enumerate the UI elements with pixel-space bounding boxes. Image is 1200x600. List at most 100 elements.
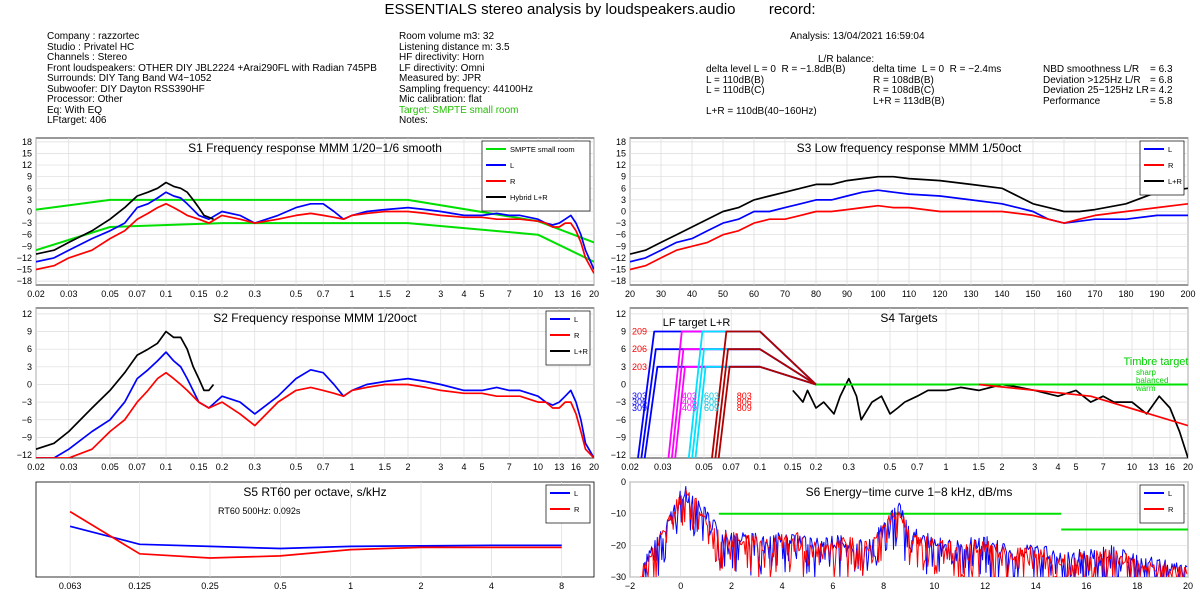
x-tick-label: 50 bbox=[718, 289, 728, 299]
x-tick-label: 10 bbox=[1127, 462, 1137, 472]
y-tick-label: 0 bbox=[621, 207, 626, 217]
x-tick-label: 20 bbox=[1183, 581, 1193, 591]
info-col2-line: HF directivity: Horn bbox=[399, 52, 485, 63]
metric-value-line: = 6.3 bbox=[1150, 64, 1173, 75]
target-code: 406 bbox=[682, 397, 697, 407]
lr-balance-title: L/R balance: bbox=[818, 54, 875, 65]
x-tick-label: 5 bbox=[1074, 462, 1079, 472]
y-tick-label: 0 bbox=[621, 379, 626, 389]
x-tick-label: 10 bbox=[929, 581, 939, 591]
x-tick-label: 16 bbox=[571, 462, 581, 472]
timbre-sub-label: warm bbox=[1135, 384, 1156, 393]
x-tick-label: 1 bbox=[350, 462, 355, 472]
x-tick-label: 2 bbox=[729, 581, 734, 591]
x-tick-label: 120 bbox=[932, 289, 947, 299]
x-tick-label: 1.5 bbox=[379, 462, 392, 472]
y-tick-label: 15 bbox=[616, 148, 626, 158]
chart-title: S6 Energy−time curve 1−8 kHz, dB/ms bbox=[806, 485, 1013, 499]
y-tick-label: −18 bbox=[611, 276, 626, 286]
series-r bbox=[640, 489, 1188, 577]
metrics-values: = 6.3 = 6.8 = 4.2 = 5.8 bbox=[1150, 64, 1173, 107]
y-tick-label: −12 bbox=[17, 253, 32, 263]
y-tick-label: −18 bbox=[17, 276, 32, 286]
x-tick-label: 0.3 bbox=[248, 462, 261, 472]
y-tick-label: −3 bbox=[616, 397, 626, 407]
x-tick-label: 0.03 bbox=[654, 462, 672, 472]
info-col1-line: Eq: With EQ bbox=[47, 104, 103, 116]
info-col1-line: Channels : Stereo bbox=[47, 52, 128, 63]
plot-area bbox=[640, 486, 1188, 577]
y-tick-label: −9 bbox=[616, 432, 626, 442]
x-tick-label: 7 bbox=[1101, 462, 1106, 472]
target-code: 309 bbox=[632, 403, 647, 413]
target-code: 209 bbox=[632, 327, 647, 337]
chart-s1: 0.02 0.03 0.05 0.07 0.1 0.15 0.2 0.3 0.5 0.7 1 1.5 2… bbox=[17, 137, 599, 299]
legend-entry: Hybrid L+R bbox=[510, 193, 548, 202]
x-tick-label: 0.05 bbox=[101, 462, 119, 472]
lr-col1-line: L = 110dB(C) bbox=[706, 85, 765, 96]
target-code: 606 bbox=[704, 397, 719, 407]
info-col1-line: LFtarget: 406 bbox=[47, 115, 107, 126]
x-tick-label: 4 bbox=[1055, 462, 1060, 472]
timbre-sub-label: sharp bbox=[1136, 368, 1157, 377]
target-code: 809 bbox=[737, 403, 752, 413]
y-tick-label: −3 bbox=[22, 218, 32, 228]
x-tick-label: 100 bbox=[870, 289, 885, 299]
y-tick-label: 0 bbox=[621, 477, 626, 487]
series-r bbox=[36, 202, 594, 274]
lr-col2-line: R = 108dB(B) bbox=[873, 74, 934, 86]
legend-entry: L+R bbox=[1168, 177, 1183, 186]
info-col2-line: Room volume m3: 32 bbox=[399, 31, 495, 42]
x-tick-label: 18 bbox=[1132, 581, 1142, 591]
x-tick-label: 0.03 bbox=[60, 462, 78, 472]
x-tick-label: 60 bbox=[749, 289, 759, 299]
info-col2-line: Target: SMPTE small room bbox=[399, 104, 519, 116]
x-tick-label: 170 bbox=[1087, 289, 1102, 299]
y-tick-label: 6 bbox=[621, 344, 626, 354]
x-tick-label: 0.02 bbox=[621, 462, 639, 472]
target-code: 609 bbox=[704, 403, 719, 413]
x-tick-label: 4 bbox=[461, 462, 466, 472]
lf-target-line bbox=[711, 330, 817, 458]
y-tick-label: −10 bbox=[611, 509, 626, 519]
x-tick-label: −2 bbox=[625, 581, 635, 591]
chart-note: RT60 500Hz: 0.092s bbox=[218, 506, 301, 516]
legend-entry: R bbox=[574, 505, 580, 514]
target-code: 803 bbox=[737, 391, 752, 401]
info-col1: Company : razzortec Studio : Privatel HC C… bbox=[47, 31, 377, 127]
x-tick-label: 0.15 bbox=[190, 289, 208, 299]
y-tick-label: 3 bbox=[621, 195, 626, 205]
legend-box bbox=[481, 140, 591, 212]
chart-s3: 20 30 40 50 60 70 80 90 100 110 120 130 140 150 160 170… bbox=[611, 137, 1196, 299]
y-tick-label: 6 bbox=[27, 344, 32, 354]
series-l bbox=[36, 191, 594, 270]
x-tick-label: 160 bbox=[1056, 289, 1071, 299]
x-tick-label: 5 bbox=[480, 289, 485, 299]
x-tick-label: 20 bbox=[589, 289, 599, 299]
chart-title: S5 RT60 per octave, s/kHz bbox=[243, 485, 386, 499]
y-tick-label: −15 bbox=[17, 265, 32, 275]
lf-target-label: LF target L+R bbox=[663, 317, 731, 329]
metric-value-line: = 6.8 bbox=[1150, 74, 1173, 86]
x-tick-label: 1 bbox=[350, 289, 355, 299]
plot-area bbox=[36, 330, 594, 458]
legend-box bbox=[1139, 484, 1185, 524]
series-slope bbox=[978, 383, 1188, 427]
y-tick-label: −20 bbox=[611, 540, 626, 550]
x-tick-label: 0.3 bbox=[248, 289, 261, 299]
y-tick-label: −6 bbox=[616, 230, 626, 240]
lr-col1-line: L+R = 110dB(40−160Hz) bbox=[706, 106, 817, 117]
info-col2-line: Sampling frequency: 44100Hz bbox=[399, 83, 533, 95]
series-l bbox=[36, 351, 594, 458]
target-code: 306 bbox=[632, 397, 647, 407]
x-tick-label: 0.5 bbox=[290, 289, 303, 299]
page-title: ESSENTIALS stereo analysis by loudspeake… bbox=[384, 1, 816, 18]
x-tick-label: 2 bbox=[405, 462, 410, 472]
series-l-r bbox=[630, 175, 1188, 255]
info-col1-line: Front loudspeakers: OTHER DIY JBL2224 +A… bbox=[47, 62, 377, 74]
lr-col2-line: R = 108dB(C) bbox=[873, 85, 935, 96]
x-tick-label: 0.2 bbox=[810, 462, 823, 472]
legend-entry: R bbox=[574, 331, 580, 340]
legend-entry: L bbox=[510, 161, 514, 170]
x-tick-label: 3 bbox=[438, 462, 443, 472]
